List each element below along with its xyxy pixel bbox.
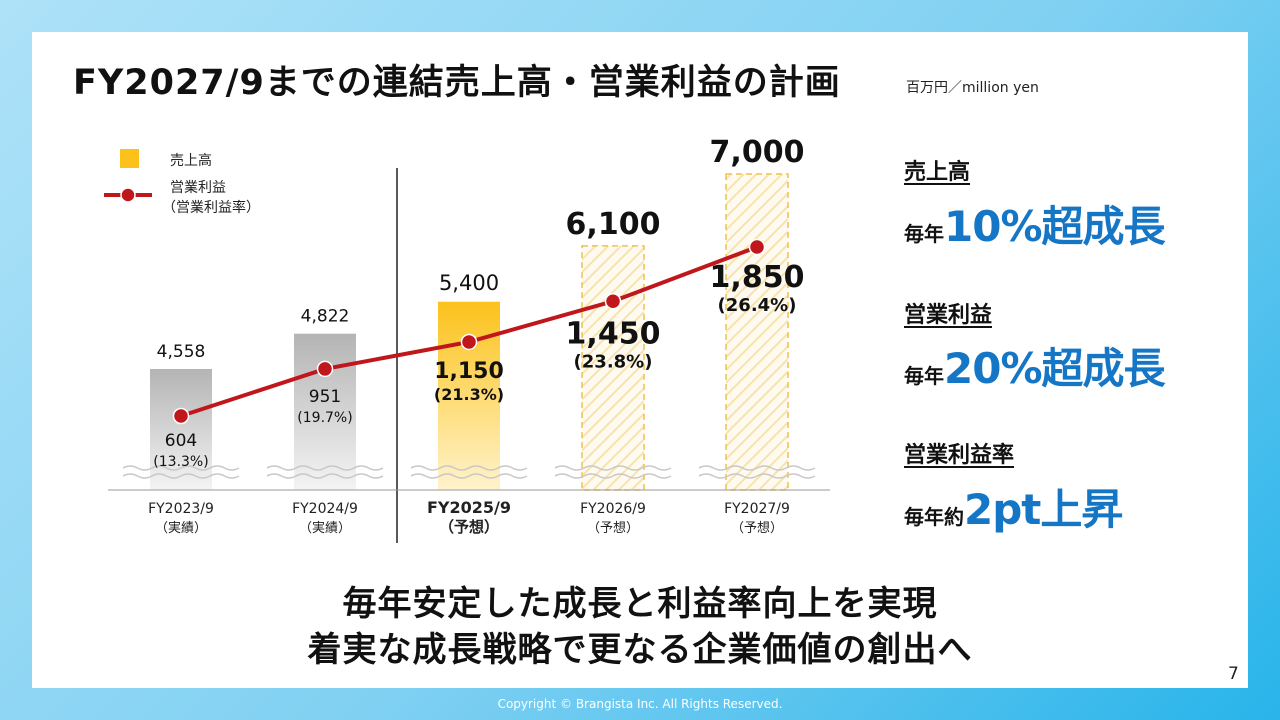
profit-point-FY2023/9 (172, 407, 190, 425)
sales-bar-FY2026/9 (581, 245, 645, 491)
sales-bar-FY2023/9 (150, 369, 212, 490)
side-prefix-profit: 毎年 (904, 364, 944, 388)
axis-break-wave (698, 465, 816, 471)
x-tick-note: （予想） (731, 520, 783, 536)
bottom-message-line2: 着実な成長戦略で更なる企業価値の創出へ (307, 630, 973, 670)
axis-break-wave (554, 473, 672, 479)
side-line-sales: 毎年10%超成長 (904, 193, 1166, 254)
x-tick-label: FY2026/9 (580, 501, 646, 517)
profit-margin-label: (13.3%) (153, 454, 208, 470)
x-tick-note: （実績） (299, 520, 351, 536)
page-title: FY2027/9までの連結売上高・営業利益の計画 (73, 63, 841, 103)
legend-margin-label: （営業利益率） (162, 199, 260, 216)
sales-value-label: 5,400 (439, 271, 499, 295)
x-tick-label: FY2024/9 (292, 501, 358, 517)
axis-break-wave (410, 465, 528, 471)
axis-break-wave (266, 473, 384, 479)
profit-margin-label: (26.4%) (718, 295, 797, 316)
legend-profit-label: 営業利益 (170, 180, 226, 196)
side-head-margin: 営業利益率 (904, 443, 1015, 468)
profit-point-FY2027/9 (748, 238, 766, 256)
axis-break-wave (698, 473, 816, 479)
sales-value-label: 6,100 (566, 207, 661, 242)
sales-bar-FY2024/9 (294, 333, 356, 490)
profit-margin-label: (21.3%) (434, 385, 504, 404)
unit-label: 百万円／million yen (906, 80, 1039, 96)
x-tick-note: （予想） (439, 518, 499, 536)
side-prefix-margin: 毎年約 (904, 505, 964, 529)
axis-break-wave (266, 465, 384, 471)
sales-value-label: 4,558 (157, 342, 206, 362)
legend-profit-marker (120, 187, 136, 203)
x-tick-note: （予想） (587, 520, 639, 536)
profit-value-label: 1,850 (710, 260, 805, 295)
profit-point-FY2024/9 (316, 360, 334, 378)
profit-value-label: 951 (309, 387, 341, 407)
side-head-sales: 売上高 (904, 160, 971, 185)
legend-sales-label: 売上高 (170, 152, 212, 169)
profit-value-label: 1,150 (434, 359, 504, 384)
copyright: Copyright © Brangista Inc. All Rights Re… (497, 697, 783, 711)
profit-margin-label: (19.7%) (297, 410, 352, 426)
axis-break-wave (122, 465, 240, 471)
x-tick-label: FY2023/9 (148, 501, 214, 517)
sales-bar-FY2027/9 (725, 173, 789, 491)
side-prefix-sales: 毎年 (904, 222, 944, 246)
bottom-message-line1: 毎年安定した成長と利益率向上を実現 (342, 584, 938, 624)
x-tick-note: （実績） (155, 520, 207, 536)
side-big-profit: 20%超成長 (944, 344, 1166, 393)
axis-break-wave (554, 465, 672, 471)
legend-sales-swatch (120, 149, 139, 168)
side-line-profit: 毎年20%超成長 (904, 335, 1166, 396)
side-big-sales: 10%超成長 (944, 202, 1166, 251)
sales-value-label: 7,000 (710, 135, 805, 170)
sales-value-label: 4,822 (301, 307, 350, 327)
profit-point-FY2026/9 (604, 293, 622, 310)
side-line-margin: 毎年約2pt上昇 (904, 476, 1123, 537)
profit-margin-label: (23.8%) (574, 351, 653, 372)
axis-break-wave (122, 473, 240, 479)
sales-bar-FY2025/9 (438, 301, 500, 490)
x-tick-label: FY2025/9 (427, 498, 511, 517)
page-number: 7 (1228, 664, 1239, 684)
x-tick-label: FY2027/9 (724, 501, 790, 517)
profit-value-label: 1,450 (566, 316, 661, 351)
side-big-margin: 2pt上昇 (964, 485, 1123, 534)
profit-value-label: 604 (165, 431, 197, 451)
axis-break-wave (410, 473, 528, 479)
profit-point-FY2025/9 (460, 333, 478, 351)
side-head-profit: 営業利益 (904, 303, 993, 328)
